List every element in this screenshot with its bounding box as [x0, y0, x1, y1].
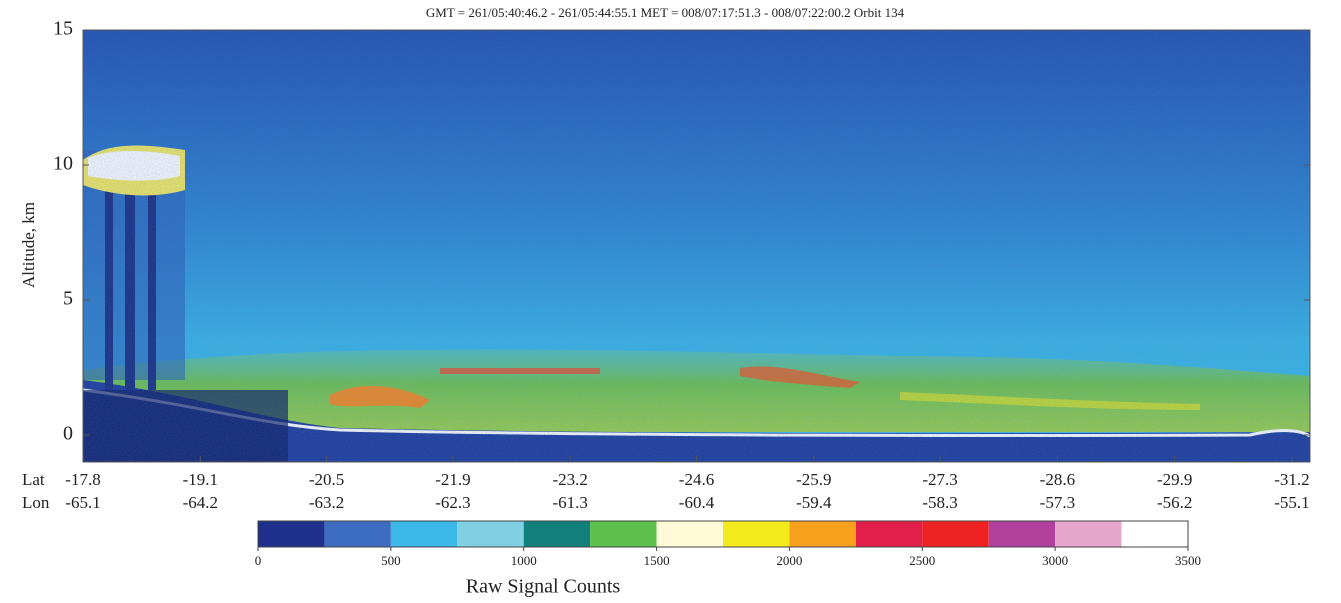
- lon-label: -62.3: [435, 493, 470, 512]
- colorbar-swatch: [1055, 521, 1122, 547]
- colorbar-tick-label: 0: [255, 553, 262, 568]
- lon-label: -64.2: [183, 493, 218, 512]
- colorbar-tick-label: 1500: [644, 553, 670, 568]
- x-tick-label: -23.2: [552, 470, 587, 489]
- x-tick-label: -27.3: [922, 470, 957, 489]
- colorbar-tick-label: 2000: [776, 553, 802, 568]
- colorbar-tick-label: 1000: [511, 553, 537, 568]
- colorbar-swatch: [723, 521, 790, 547]
- colorbar-swatch: [523, 521, 591, 547]
- x-tick-label: -28.6: [1040, 470, 1075, 489]
- colorbar-swatch: [258, 521, 325, 547]
- y-tick-label: 15: [53, 18, 73, 40]
- lon-label: -60.4: [679, 493, 715, 512]
- lon-label: -61.3: [552, 493, 587, 512]
- x-tick-label: -31.2: [1274, 470, 1309, 489]
- lon-label: -55.1: [1274, 493, 1309, 512]
- colorbar-swatch: [855, 521, 923, 547]
- x-tick-label: -17.8: [65, 470, 100, 489]
- x-row-label: Lon: [22, 493, 50, 512]
- x-tick-label: -20.5: [309, 470, 344, 489]
- colorbar-swatch: [656, 521, 723, 547]
- colorbar-tick-label: 3000: [1042, 553, 1068, 568]
- x-tick-label: -24.6: [679, 470, 714, 489]
- colorbar-swatch: [390, 521, 458, 547]
- colorbar-swatch: [457, 521, 524, 547]
- x-tick-label: -25.9: [796, 470, 831, 489]
- colorbar-label: Raw Signal Counts: [466, 576, 621, 598]
- colorbar-frame: [257, 520, 1189, 548]
- colorbar-tick-label: 2500: [909, 553, 935, 568]
- y-tick-label: 5: [63, 288, 73, 310]
- curtain-image: [82, 29, 1311, 463]
- lon-label: -58.3: [922, 493, 957, 512]
- lon-label: -57.3: [1040, 493, 1075, 512]
- colorbar-swatch: [988, 521, 1056, 547]
- colorbar-swatch: [590, 521, 657, 547]
- y-tick-label: 10: [53, 153, 73, 175]
- colorbar-swatch: [922, 521, 989, 547]
- x-tick-label: -29.9: [1157, 470, 1192, 489]
- colorbar-tick-label: 500: [381, 553, 401, 568]
- x-tick-label: -21.9: [435, 470, 470, 489]
- colorbar-swatch: [1121, 521, 1188, 547]
- colorbar-swatch: [324, 521, 391, 547]
- y-tick-label: 0: [63, 423, 73, 445]
- lon-label: -63.2: [309, 493, 344, 512]
- colorbar-tick-label: 3500: [1175, 553, 1201, 568]
- x-row-label: Lat: [22, 470, 45, 489]
- lon-label: -65.1: [65, 493, 100, 512]
- chart-title: GMT = 261/05:40:46.2 - 261/05:44:55.1 ME…: [426, 5, 905, 20]
- y-axis-label: Altitude, km: [19, 202, 38, 288]
- lon-label: -56.2: [1157, 493, 1192, 512]
- colorbar-swatch: [789, 521, 856, 547]
- lon-label: -59.4: [796, 493, 832, 512]
- x-tick-label: -19.1: [183, 470, 218, 489]
